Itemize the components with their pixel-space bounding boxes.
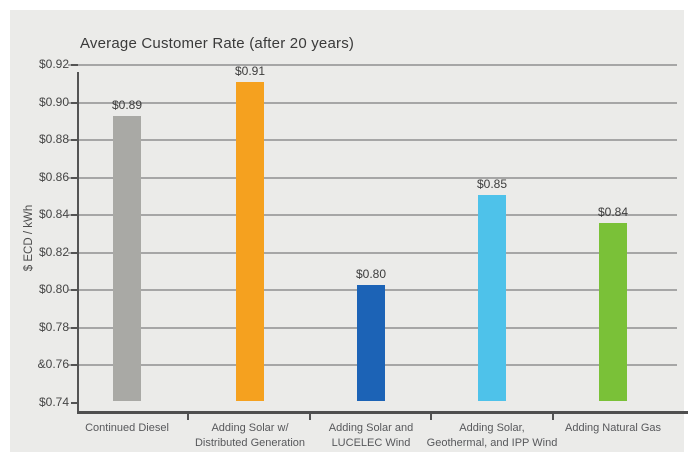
y-tick-mark: [71, 364, 78, 366]
y-tick-mark: [71, 102, 78, 104]
y-tick-label: $0.78: [38, 320, 69, 334]
gridline: [68, 139, 677, 141]
y-tick-mark: [71, 177, 78, 179]
y-tick-mark: [71, 252, 78, 254]
y-axis-line: [77, 72, 79, 414]
y-tick-mark: [71, 214, 78, 216]
y-tick-mark: [71, 289, 78, 291]
y-tick-label: $0.92: [38, 57, 69, 71]
x-tick-label: Adding Solar, Geothermal, and IPP Wind: [417, 421, 567, 451]
bar-value-label: $0.80: [355, 267, 387, 281]
x-tick-label-line: LUCELEC Wind: [331, 437, 411, 449]
x-tick-label-line: Adding Natural Gas: [565, 422, 661, 434]
bar-value-label: $0.89: [111, 98, 143, 112]
x-tick-label-line: Adding Solar and: [328, 422, 414, 434]
gridline: [68, 252, 677, 254]
bar: [236, 82, 264, 401]
gridline: [68, 214, 677, 216]
x-tick-label: Adding Natural Gas: [538, 421, 688, 436]
y-axis-title: $ ECD / kWh: [23, 204, 35, 272]
x-tick-mark: [309, 414, 311, 420]
x-tick-label: Continued Diesel: [52, 421, 202, 436]
y-tick-label: $0.90: [38, 95, 69, 109]
chart-panel: Average Customer Rate (after 20 years) $…: [10, 10, 688, 452]
x-tick-label-line: Adding Solar w/: [211, 422, 289, 434]
y-tick-label: $0.84: [38, 207, 69, 221]
gridline: [68, 64, 677, 66]
bar-value-label: $0.84: [597, 205, 629, 219]
x-axis-line: [77, 411, 688, 414]
y-tick-mark: [71, 327, 78, 329]
bar: [599, 223, 627, 401]
bar: [357, 285, 385, 401]
bar: [113, 116, 141, 401]
bar-value-label: $0.85: [476, 177, 508, 191]
x-tick-label-line: Geothermal, and IPP Wind: [426, 437, 558, 449]
chart-title: Average Customer Rate (after 20 years): [80, 35, 355, 52]
y-tick-mark: [71, 402, 78, 404]
x-tick-label-line: Distributed Generation: [194, 437, 306, 449]
gridline: [68, 177, 677, 179]
x-tick-label-line: Continued Diesel: [85, 422, 169, 434]
x-tick-mark: [552, 414, 554, 420]
x-tick-mark: [187, 414, 189, 420]
y-tick-label: $0.88: [38, 132, 69, 146]
x-tick-mark: [430, 414, 432, 420]
x-tick-label-line: Adding Solar,: [459, 422, 525, 434]
y-tick-mark: [71, 64, 78, 66]
y-tick-label: $0.82: [38, 245, 69, 259]
gridline: [68, 102, 677, 104]
bar-value-label: $0.91: [234, 64, 266, 78]
y-tick-label: $0.86: [38, 170, 69, 184]
y-tick-label: &0.76: [37, 357, 69, 371]
x-tick-label: Adding Solar w/Distributed Generation: [175, 421, 325, 451]
x-tick-label: Adding Solar and LUCELEC Wind: [296, 421, 446, 451]
y-tick-mark: [71, 139, 78, 141]
bar: [478, 195, 506, 401]
y-tick-label: $0.80: [38, 282, 69, 296]
y-tick-label: $0.74: [38, 395, 69, 409]
